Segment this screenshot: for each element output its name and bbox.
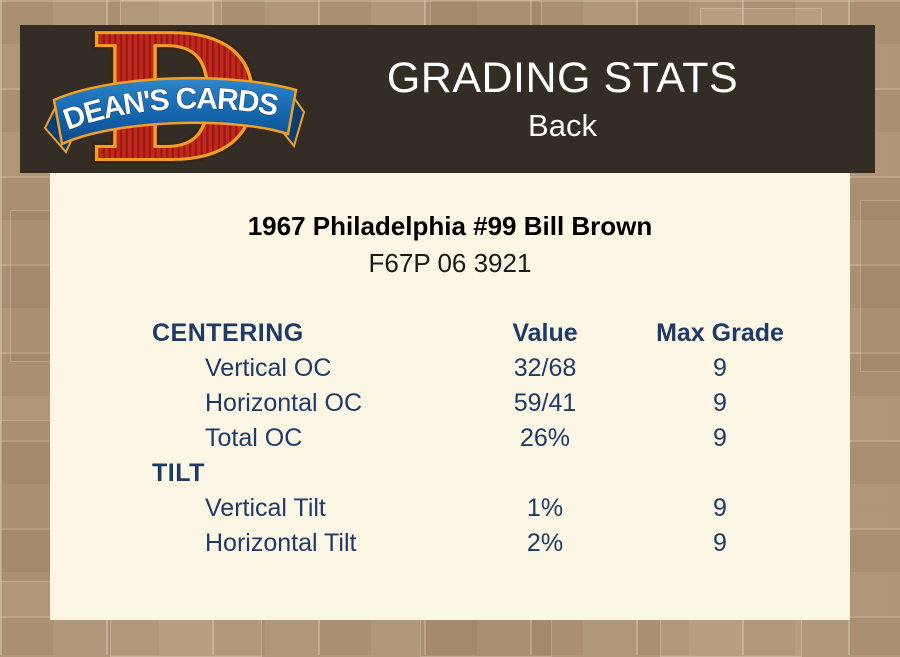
ribbon-band bbox=[52, 76, 298, 146]
card-side-label: Back bbox=[528, 108, 597, 144]
table-row: Vertical Tilt 1% 9 bbox=[50, 491, 850, 526]
header-text-block: GRADING STATS Back bbox=[280, 25, 845, 173]
stat-label: Total OC bbox=[205, 424, 303, 452]
stat-label: Horizontal OC bbox=[205, 389, 362, 417]
stat-label: Horizontal Tilt bbox=[205, 529, 357, 557]
section-header-row: CENTERING Value Max Grade bbox=[50, 316, 850, 351]
stat-max-grade: 9 bbox=[713, 354, 727, 382]
stat-value: 32/68 bbox=[513, 354, 577, 382]
stat-max-grade: 9 bbox=[713, 424, 727, 452]
table-row: Vertical OC 32/68 9 bbox=[50, 351, 850, 386]
section-header-row: TILT bbox=[50, 456, 850, 491]
card-code: F67P 06 3921 bbox=[368, 248, 532, 278]
stat-max-grade: 9 bbox=[713, 389, 727, 417]
background-card bbox=[860, 200, 900, 372]
section-label-centering: CENTERING bbox=[152, 319, 304, 347]
stat-max-grade: 9 bbox=[713, 494, 727, 522]
stat-value: 26% bbox=[519, 424, 571, 452]
column-header-max-grade: Max Grade bbox=[656, 319, 784, 347]
column-header-value: Value bbox=[512, 319, 578, 347]
stat-value: 2% bbox=[526, 529, 564, 557]
section-label-tilt: TILT bbox=[152, 459, 205, 487]
stat-label: Vertical OC bbox=[205, 354, 332, 382]
stat-max-grade: 9 bbox=[713, 529, 727, 557]
stat-value: 59/41 bbox=[513, 389, 577, 417]
page-title: GRADING STATS bbox=[386, 53, 739, 102]
header-bar: D D D DEAN'S CARDS GRADING STATS Back bbox=[20, 25, 875, 173]
grading-stats-panel: 1967 Philadelphia #99 Bill Brown F67P 06… bbox=[50, 173, 850, 620]
stat-label: Vertical Tilt bbox=[205, 494, 326, 522]
deans-cards-logo[interactable]: D D D DEAN'S CARDS bbox=[42, 30, 307, 168]
grading-stats-table: CENTERING Value Max Grade Vertical OC 32… bbox=[50, 316, 850, 561]
table-row: Horizontal Tilt 2% 9 bbox=[50, 526, 850, 561]
stat-value: 1% bbox=[526, 494, 564, 522]
table-row: Horizontal OC 59/41 9 bbox=[50, 386, 850, 421]
table-row: Total OC 26% 9 bbox=[50, 421, 850, 456]
card-title: 1967 Philadelphia #99 Bill Brown bbox=[247, 211, 653, 241]
